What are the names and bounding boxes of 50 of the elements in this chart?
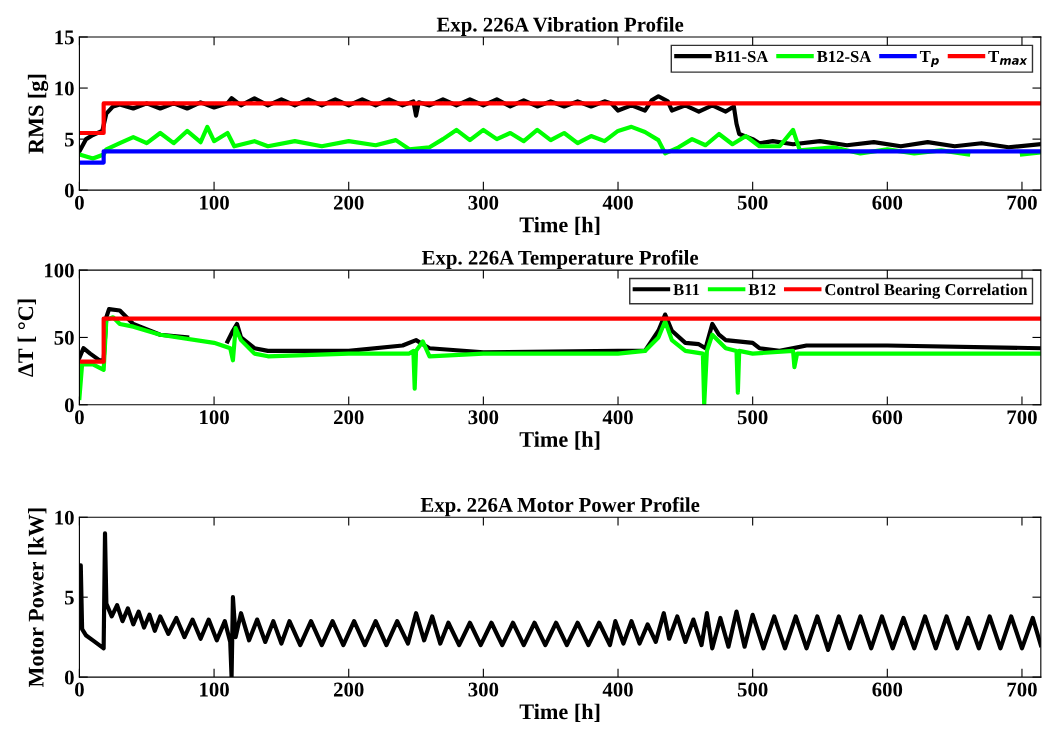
- y-tick-label: 0: [64, 670, 74, 685]
- chart-title: Exp. 226A Motor Power Profile: [420, 497, 700, 517]
- y-axis-title: ΔT [ °C]: [17, 299, 36, 377]
- y-tick-label: 100: [44, 263, 74, 278]
- x-tick-label: 300: [468, 682, 499, 697]
- x-axis-title: Time [h]: [519, 216, 600, 236]
- y-tick-label: 50: [54, 330, 74, 345]
- x-tick-label: 100: [200, 682, 229, 697]
- x-tick-label: 500: [737, 195, 768, 210]
- x-tick-label: 200: [333, 195, 364, 210]
- x-tick-label: 700: [1007, 682, 1037, 697]
- x-tick-label: 100: [200, 410, 229, 425]
- x-tick-label: 100: [200, 195, 229, 210]
- legend-label: B12: [748, 284, 776, 296]
- chart-title: Exp. 226A Vibration Profile: [436, 16, 684, 36]
- x-tick-label: 0: [75, 410, 84, 425]
- y-axis-title: Motor Power [kW]: [28, 508, 47, 688]
- y-tick-label: 15: [55, 30, 74, 45]
- legend-label: B11: [673, 284, 700, 296]
- x-tick-label: 200: [333, 682, 364, 697]
- x-tick-label: 500: [737, 410, 768, 425]
- x-axis-title: Time [h]: [519, 703, 600, 723]
- legend-label: B11-SA: [714, 50, 769, 63]
- chart-title: Exp. 226A Temperature Profile: [421, 249, 699, 269]
- x-tick-label: 400: [602, 410, 633, 425]
- legend-label: T$_{p}$: [919, 51, 939, 68]
- legend-label: T$_{max}$: [988, 51, 1028, 65]
- y-tick-label: 10: [55, 81, 74, 96]
- x-tick-label: 300: [468, 195, 499, 210]
- x-tick-label: 600: [872, 410, 903, 425]
- y-tick-label: 5: [64, 590, 74, 605]
- x-tick-label: 600: [872, 682, 903, 697]
- y-tick-label: 10: [55, 510, 74, 525]
- x-tick-label: 400: [602, 195, 633, 210]
- x-tick-label: 200: [333, 410, 364, 425]
- legend-label: B12-SA: [816, 50, 872, 63]
- x-tick-label: 700: [1007, 195, 1037, 210]
- y-tick-label: 5: [64, 132, 74, 147]
- x-tick-label: 400: [602, 682, 633, 697]
- y-axis-title: RMS [g]: [27, 74, 49, 154]
- x-tick-label: 300: [468, 410, 499, 425]
- x-tick-label: 700: [1007, 410, 1037, 425]
- x-axis-title: Time [h]: [519, 431, 600, 450]
- legend-label: Control Bearing Correlation: [825, 283, 1028, 299]
- x-tick-label: 0: [75, 195, 84, 210]
- x-tick-label: 500: [737, 682, 768, 697]
- x-tick-label: 600: [872, 195, 903, 210]
- x-tick-label: 0: [75, 682, 84, 697]
- y-tick-label: 0: [64, 183, 74, 198]
- y-tick-label: 0: [64, 398, 74, 413]
